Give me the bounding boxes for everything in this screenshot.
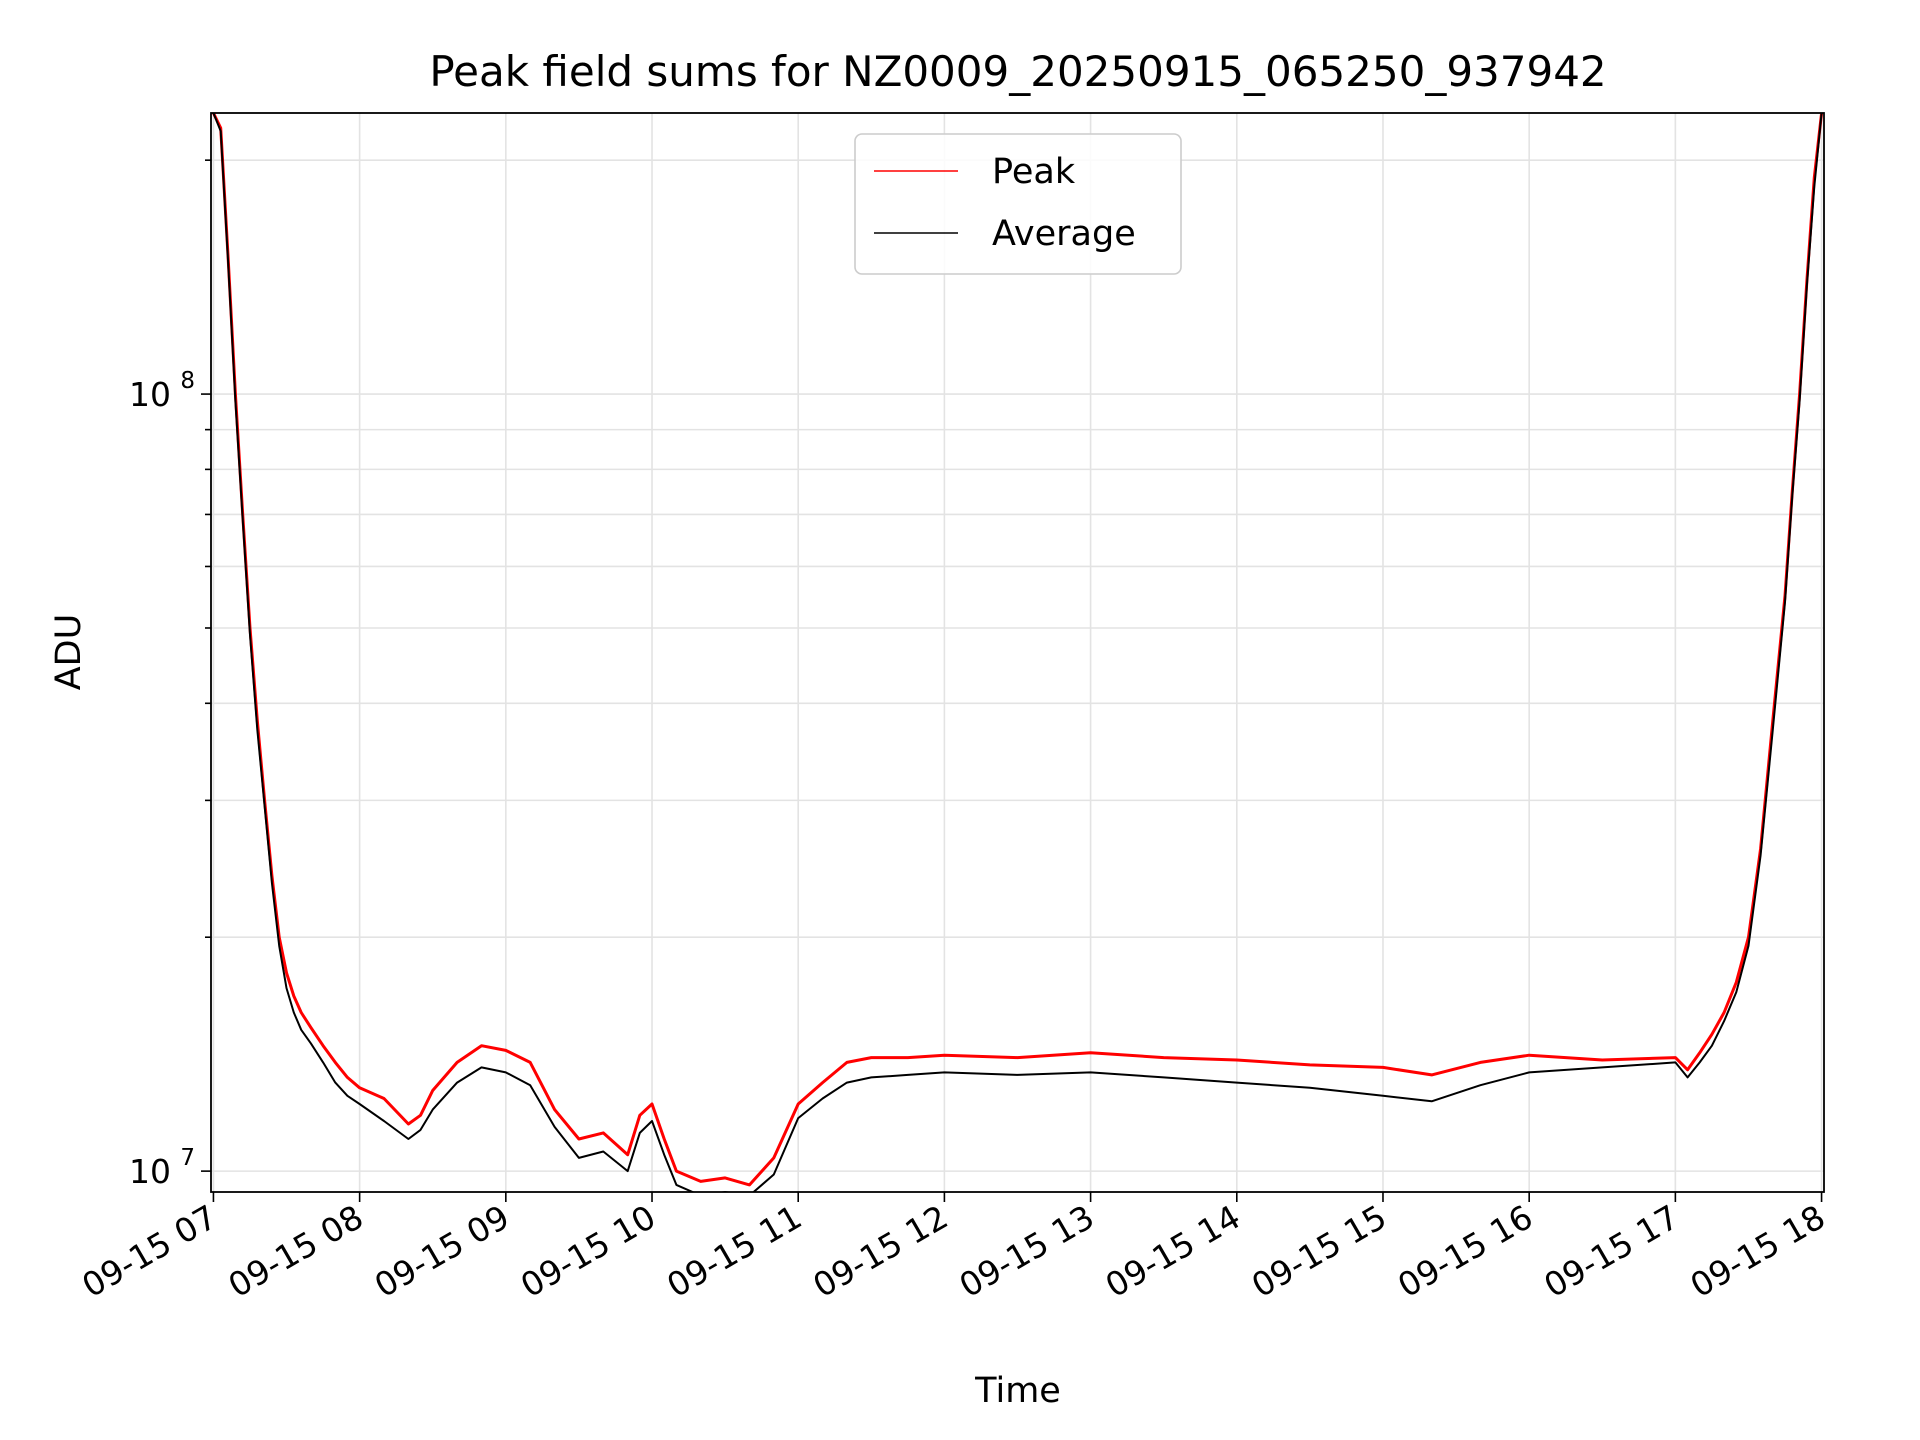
x-axis-label: Time xyxy=(974,1371,1061,1411)
y-axis-label: ADU xyxy=(49,614,89,691)
plot-frame xyxy=(210,112,1825,1193)
y-tick-label: 10 xyxy=(129,375,171,414)
grid xyxy=(211,113,1824,1192)
y-tick-exponent: 8 xyxy=(180,368,195,394)
legend: Peak Average xyxy=(854,133,1182,275)
legend-label-average: Average xyxy=(992,214,1136,254)
chart-title: Peak field sums for NZ0009_20250915_0652… xyxy=(429,47,1606,96)
y-tick-exponent: 7 xyxy=(180,1145,195,1171)
y-tick-label: 10 xyxy=(129,1152,171,1191)
y-axis-ticks: 10 7 10 8 xyxy=(129,159,211,1191)
legend-box xyxy=(854,133,1182,275)
series-lines xyxy=(212,113,1824,1192)
series-line-peak xyxy=(212,113,1824,1187)
series-line-average xyxy=(212,113,1823,1192)
legend-label-peak: Peak xyxy=(992,152,1076,192)
